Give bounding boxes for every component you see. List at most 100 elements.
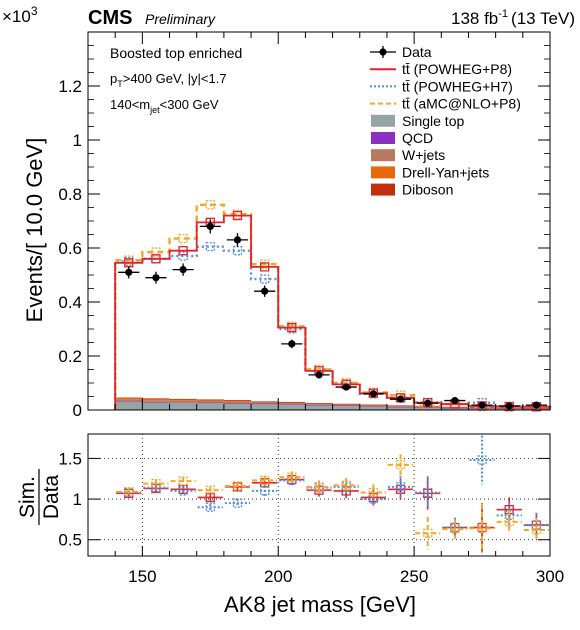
stack-bar-diboson (332, 403, 360, 405)
data-point (369, 390, 377, 398)
stack-bar-qcd (115, 401, 143, 402)
stack-bar-single-top (115, 401, 143, 410)
stack-bar-single-top (196, 402, 224, 410)
legend-label: QCD (402, 130, 433, 146)
data-point (424, 399, 432, 407)
y-tick-label: 0.2 (58, 347, 82, 366)
data-point (288, 340, 296, 348)
stack-bar-single-top (278, 404, 306, 410)
stack-bar-w-jets (169, 400, 197, 403)
ratio-y-axis-title: Sim. Data (16, 469, 63, 525)
stack-bar-qcd (196, 402, 224, 404)
ratio-marker (314, 482, 324, 492)
stack-bar-drell-yan-jets (115, 398, 143, 400)
stack-bar-qcd (142, 401, 170, 403)
data-point (125, 268, 133, 276)
stack-bar-single-top (386, 407, 415, 410)
mc-marker (178, 246, 188, 256)
x-tick-label: 300 (536, 567, 564, 586)
stack-bar-diboson (169, 398, 197, 400)
x-tick-label: 150 (128, 567, 156, 586)
mc-marker (259, 262, 270, 272)
stack-bar-single-top (332, 405, 360, 410)
stack-bar-qcd (359, 406, 387, 407)
mc-marker (232, 246, 243, 256)
stack-bar-qcd (386, 406, 415, 408)
ratio-marker (232, 498, 243, 508)
stack-bar-qcd (305, 404, 333, 406)
stack-bar-diboson (386, 405, 415, 407)
legend-label: tt̄ (POWHEG+P8) (402, 61, 512, 77)
exponent-power: 3 (31, 4, 38, 18)
legend-item-single-top: Single top (371, 113, 464, 129)
y-tick-label: 0.6 (58, 239, 82, 258)
ratio-marker (395, 482, 406, 492)
main-y-axis-title: Events/[ 10.0 GeV] (22, 138, 47, 323)
ratio-marker (368, 487, 379, 498)
x-axis-title: AK8 jet mass [GeV] (224, 592, 416, 617)
stack-bar-w-jets (251, 402, 279, 404)
data-points (118, 219, 547, 410)
y-tick-label: 0.4 (58, 293, 82, 312)
stack-bar-drell-yan-jets (196, 400, 224, 402)
stack-bar-single-top (169, 402, 197, 410)
ratio-marker (124, 487, 134, 497)
y-tick-label: 0 (73, 401, 82, 420)
svg-text:Sim.: Sim. (16, 476, 39, 518)
stack-bar-w-jets (305, 403, 333, 405)
stack-bar-qcd (332, 405, 360, 407)
ratio-marker (151, 478, 161, 489)
legend-item-data: Data (370, 44, 432, 60)
exponent-label: ×103 (2, 4, 38, 26)
stack-bar-w-jets (359, 405, 387, 407)
ratio-axis: 0.5 1 1.5 150 200 250 300 (58, 449, 564, 586)
stack-bar-diboson (115, 397, 143, 399)
data-point (478, 401, 486, 409)
stack-bar-diboson (223, 400, 252, 401)
mc-marker (151, 247, 161, 257)
legend-label: W+jets (402, 147, 445, 163)
data-point (233, 236, 242, 244)
legend-label: tt̄ (aMC@NLO+P8) (402, 96, 521, 112)
ratio-marker (205, 485, 215, 495)
stack-bar-drell-yan-jets (142, 398, 170, 401)
legend-label: Data (402, 44, 432, 60)
mc-line-tt-powheg-p8- (114, 214, 551, 410)
legend-label: Drell-Yan+jets (402, 164, 489, 180)
ratio-marker (259, 486, 270, 496)
ratio-panel: 0.5 1 1.5 150 200 250 300 (58, 433, 564, 586)
legend-item-tt-amc-nlo-p8-: tt̄ (aMC@NLO+P8) (370, 96, 521, 112)
stack-bar-w-jets (196, 401, 224, 403)
legend-item-tt-powheg-p8-: tt̄ (POWHEG+P8) (370, 61, 512, 77)
stack-bar-w-jets (142, 400, 170, 402)
ratio-marker (423, 528, 433, 538)
data-point (532, 401, 541, 409)
legend-label: Diboson (402, 182, 453, 198)
mc-marker (178, 233, 188, 244)
stack-bar-single-top (223, 403, 252, 410)
mc-histograms (113, 200, 552, 412)
legend-item-diboson: Diboson (371, 182, 453, 198)
main-axis: 0 0.2 0.4 0.6 0.8 1 1.2 (58, 31, 551, 420)
x-tick-label: 200 (264, 567, 292, 586)
stack-bar-single-top (414, 407, 442, 410)
stack-bar-diboson (278, 401, 306, 403)
ratio-y-tick-label: 1 (73, 490, 82, 509)
ratio-marker (178, 486, 188, 496)
stack-bar-drell-yan-jets (251, 401, 279, 403)
stack-bar-diboson (305, 402, 333, 404)
legend-item-w-jets: W+jets (371, 147, 445, 163)
legend-item-drell-yan-jets: Drell-Yan+jets (371, 164, 489, 180)
ratio-marker (205, 502, 215, 512)
ratio-marker (395, 460, 406, 470)
ratio-marker (232, 481, 243, 491)
stack-bar-diboson (142, 398, 170, 399)
y-tick-label: 1 (73, 131, 82, 150)
data-point (206, 222, 214, 230)
stack-bar-single-top (142, 402, 170, 410)
stack-bar-single-top (359, 406, 387, 410)
data-point (261, 287, 269, 295)
mc-marker (287, 322, 297, 333)
